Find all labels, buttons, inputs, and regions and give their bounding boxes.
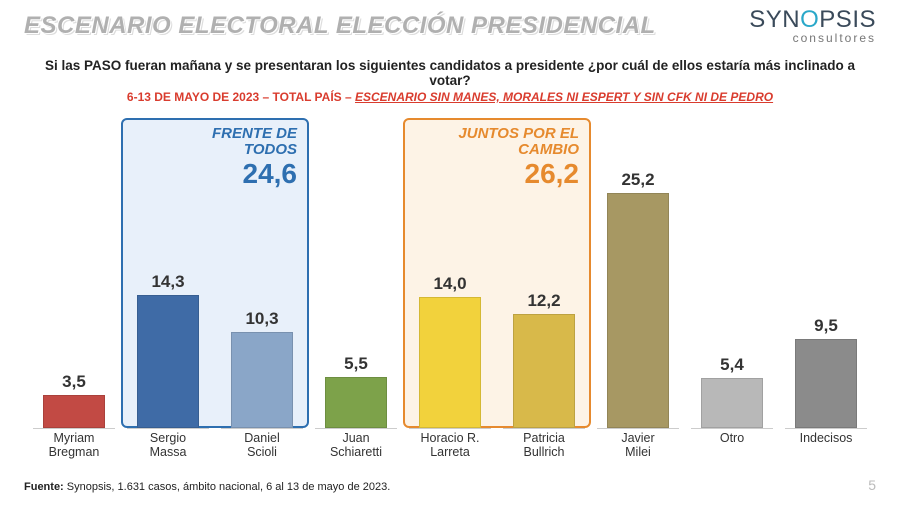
logo-sub: consultores	[749, 32, 876, 44]
bar-column: 12,2 Patricia Bullrich	[503, 291, 585, 458]
question-sub-emph: ESCENARIO SIN MANES, MORALES NI ESPERT Y…	[355, 90, 773, 104]
bar-category-wrap: Otro	[691, 428, 773, 458]
bar-column: 5,5 Juan Schiaretti	[315, 354, 397, 458]
bar-category-label: Sergio Massa	[150, 432, 187, 460]
logo-main: SYNOPSIS	[749, 8, 876, 32]
bar-category-wrap: Daniel Scioli	[221, 428, 303, 458]
bar	[325, 377, 387, 428]
bar-category-wrap: Patricia Bullrich	[503, 428, 585, 458]
bar	[137, 295, 199, 428]
bar-value-label: 10,3	[245, 309, 278, 329]
bar-value-label: 5,5	[344, 354, 368, 374]
logo-part-b: PSIS	[819, 6, 876, 33]
bar-category-label: Myriam Bregman	[49, 432, 100, 460]
chart-area: 3,5 Myriam Bregman 14,3 Sergio Massa 10,3 Dan…	[24, 118, 876, 458]
bar-category-wrap: Sergio Massa	[127, 428, 209, 458]
question-text: Si las PASO fueran mañana y se presentar…	[24, 58, 876, 88]
bar-category-label: Otro	[720, 432, 744, 446]
bar-column: 10,3 Daniel Scioli	[221, 309, 303, 458]
logo-part-a: SYN	[749, 6, 800, 33]
bar-category-label: Horacio R. Larreta	[420, 432, 479, 460]
bar-category-wrap: Juan Schiaretti	[315, 428, 397, 458]
footer: Fuente: Synopsis, 1.631 casos, ámbito na…	[24, 477, 876, 493]
title-bar: ESCENARIO ELECTORAL ELECCIÓN PRESIDENCIA…	[24, 12, 876, 56]
bar-category-wrap: Indecisos	[785, 428, 867, 458]
source-label: Fuente:	[24, 481, 67, 493]
bar	[43, 395, 105, 428]
logo-part-o: O	[800, 6, 819, 33]
source-text: Fuente: Synopsis, 1.631 casos, ámbito na…	[24, 481, 390, 493]
bar-chart: 3,5 Myriam Bregman 14,3 Sergio Massa 10,3 Dan…	[24, 118, 876, 458]
bar-value-label: 9,5	[814, 316, 838, 336]
bar-category-label: Indecisos	[800, 432, 853, 446]
bar-category-label: Daniel Scioli	[244, 432, 279, 460]
bar-column: 14,0 Horacio R. Larreta	[409, 274, 491, 458]
question-sub-prefix: 6-13 DE MAYO DE 2023 – TOTAL PAÍS –	[127, 90, 355, 104]
bar-category-wrap: Horacio R. Larreta	[409, 428, 491, 458]
bar-value-label: 3,5	[62, 372, 86, 392]
bar-value-label: 5,4	[720, 355, 744, 375]
bar-column: 5,4 Otro	[691, 355, 773, 458]
slide: ESCENARIO ELECTORAL ELECCIÓN PRESIDENCIA…	[0, 0, 900, 505]
bar-value-label: 14,3	[151, 272, 184, 292]
bar-column: 25,2 Javier Milei	[597, 170, 679, 458]
bar-column: 9,5 Indecisos	[785, 316, 867, 458]
bar	[419, 297, 481, 428]
bar-category-label: Juan Schiaretti	[330, 432, 382, 460]
logo: SYNOPSIS consultores	[749, 8, 876, 44]
bar	[795, 339, 857, 428]
bar-category-label: Javier Milei	[621, 432, 654, 460]
source-body: Synopsis, 1.631 casos, ámbito nacional, …	[67, 481, 391, 493]
question-subtext: 6-13 DE MAYO DE 2023 – TOTAL PAÍS – ESCE…	[24, 90, 876, 104]
bar-category-wrap: Javier Milei	[597, 428, 679, 458]
bar-value-label: 25,2	[621, 170, 654, 190]
bar	[231, 332, 293, 428]
bar	[701, 378, 763, 428]
bar-value-label: 14,0	[433, 274, 466, 294]
bar	[607, 193, 669, 428]
page-title: ESCENARIO ELECTORAL ELECCIÓN PRESIDENCIA…	[24, 12, 876, 40]
bar-value-label: 12,2	[527, 291, 560, 311]
bar-column: 3,5 Myriam Bregman	[33, 372, 115, 458]
bar-category-wrap: Myriam Bregman	[33, 428, 115, 458]
question-block: Si las PASO fueran mañana y se presentar…	[24, 58, 876, 104]
bar	[513, 314, 575, 428]
bar-column: 14,3 Sergio Massa	[127, 272, 209, 458]
page-number: 5	[868, 477, 876, 493]
bar-category-label: Patricia Bullrich	[523, 432, 565, 460]
